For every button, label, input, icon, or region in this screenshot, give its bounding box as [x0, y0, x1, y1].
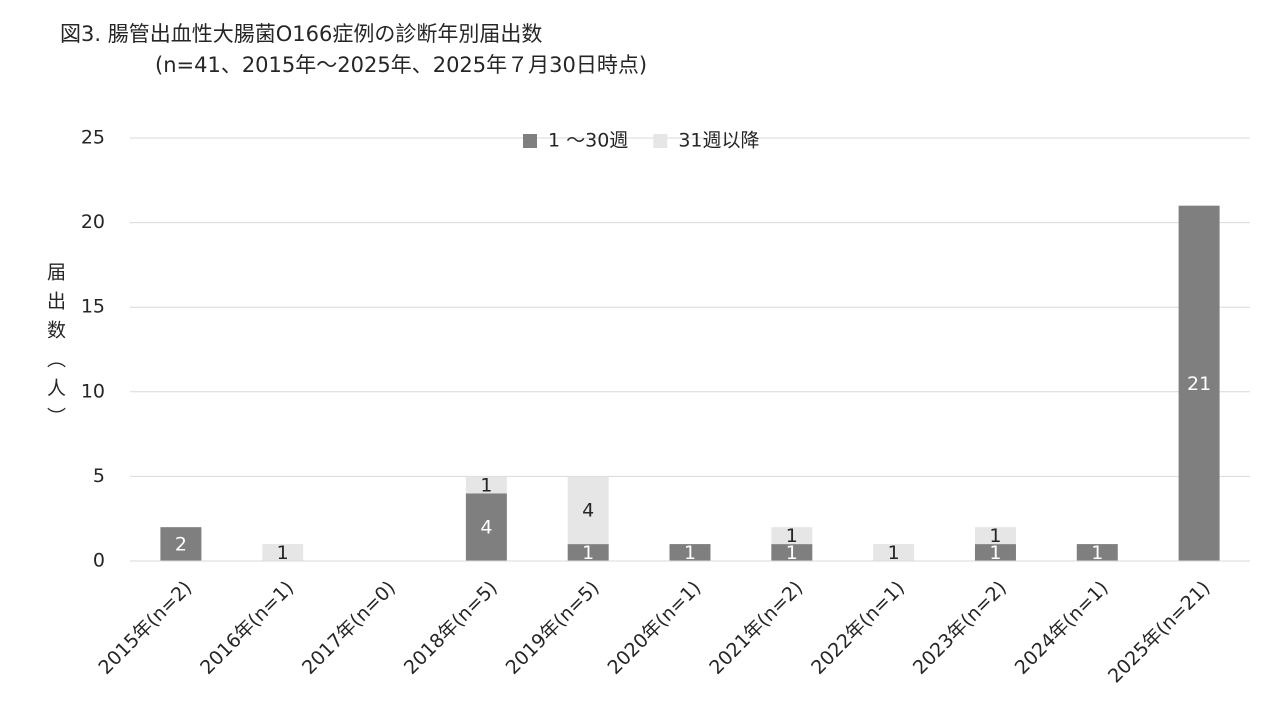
- bar-segment: [873, 544, 915, 561]
- bar-segment: [160, 527, 202, 561]
- y-tick-label: 5: [93, 465, 105, 487]
- x-tick-label: 2020年(n=1): [603, 577, 705, 679]
- x-tick-label: 2018年(n=5): [400, 577, 502, 679]
- x-tick-label: 2017年(n=0): [298, 577, 400, 679]
- y-tick-label: 10: [81, 380, 105, 402]
- y-axis-label: 届出数（人）: [44, 262, 66, 436]
- bar-segment: [262, 544, 304, 561]
- x-tick-label: 2015年(n=2): [94, 577, 196, 679]
- y-tick-label: 0: [93, 550, 105, 572]
- legend-label: 1 ～30週: [548, 130, 628, 152]
- legend-swatch: [653, 134, 668, 148]
- bar-segment: [1178, 205, 1220, 561]
- value-label: 1: [684, 542, 696, 564]
- legend-label: 31週以降: [678, 130, 759, 152]
- value-label: 4: [582, 500, 594, 522]
- value-label: 1: [989, 542, 1001, 564]
- bar-segment: [771, 527, 813, 545]
- value-label: 1: [1091, 542, 1103, 564]
- value-label: 1: [582, 542, 594, 564]
- bar-segment: [567, 544, 609, 561]
- bar-segment: [1076, 544, 1118, 561]
- bar-segment: [669, 544, 711, 561]
- x-tick-label: 2019年(n=5): [502, 577, 604, 679]
- x-tick-label: 2016年(n=1): [196, 577, 298, 679]
- x-tick-label: 2021年(n=2): [705, 577, 807, 679]
- bar-segment: [974, 527, 1016, 545]
- value-label: 21: [1187, 373, 1211, 395]
- bar-segment: [465, 493, 507, 561]
- y-tick-label: 25: [81, 127, 105, 149]
- y-tick-label: 20: [81, 211, 105, 233]
- bar-segment: [567, 476, 609, 545]
- value-label: 1: [786, 542, 798, 564]
- legend-swatch: [523, 134, 537, 148]
- bar-segment: [465, 476, 507, 494]
- value-label: 1: [786, 525, 798, 547]
- value-label: 1: [277, 542, 289, 564]
- x-tick-label: 2022年(n=1): [807, 577, 909, 679]
- bar-segment: [974, 544, 1016, 561]
- x-tick-label: 2023年(n=2): [909, 577, 1011, 679]
- value-label: 1: [888, 542, 900, 564]
- bar-segment: [771, 544, 813, 561]
- value-label: 1: [480, 474, 492, 496]
- y-tick-label: 15: [81, 296, 105, 318]
- x-tick-label: 2025年(n=21): [1104, 577, 1215, 688]
- value-label: 1: [989, 525, 1001, 547]
- value-label: 4: [480, 517, 492, 539]
- chart-title: 図3. 腸管出血性大腸菌O166症例の診断年別届出数: [60, 22, 542, 46]
- chart-subtitle: (n=41、2015年～2025年、2025年７月30日時点): [155, 53, 647, 77]
- value-label: 2: [175, 534, 187, 556]
- x-tick-label: 2024年(n=1): [1011, 577, 1113, 679]
